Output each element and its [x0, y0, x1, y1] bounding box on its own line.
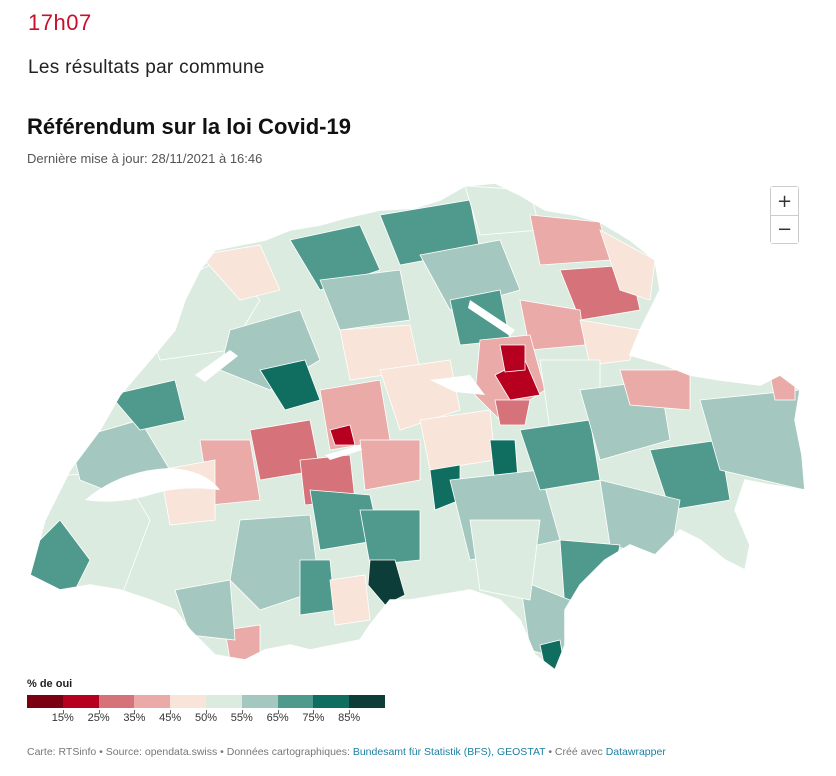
legend-swatch: [62, 695, 99, 708]
legend-tick-mark: [206, 710, 207, 714]
legend-swatch: [98, 695, 135, 708]
country-outline: [29, 182, 806, 672]
region[interactable]: [419, 409, 496, 471]
region[interactable]: [229, 514, 321, 611]
municipalities-layer: [30, 183, 805, 670]
legend-tick-label: 25%: [87, 712, 110, 724]
legend-swatch: [313, 695, 350, 708]
lake-leman: [85, 468, 220, 502]
footer-prefix: Carte: RTSinfo • Source: opendata.swiss …: [27, 746, 353, 758]
legend-tick-label: 45%: [159, 712, 182, 724]
legend-tick-mark: [98, 710, 100, 714]
region[interactable]: [379, 359, 461, 431]
region[interactable]: [319, 379, 391, 451]
lake-zurich: [468, 300, 515, 336]
legend-tick-mark: [134, 710, 136, 714]
region[interactable]: [649, 439, 731, 511]
region[interactable]: [449, 289, 511, 346]
region[interactable]: [599, 229, 656, 301]
legend-tick-label: 85%: [338, 712, 361, 724]
zoom-in-button[interactable]: +: [771, 187, 798, 215]
legend-swatch: [170, 695, 206, 708]
legend-ticks: 15% 25% 35% 45% 50% 55% 65% 75% 85%: [27, 710, 387, 726]
region[interactable]: [329, 424, 356, 446]
lake-thun: [325, 445, 362, 460]
legend-swatch: [241, 695, 278, 708]
footer-credits: Carte: RTSinfo • Source: opendata.swiss …: [27, 746, 666, 758]
region[interactable]: [579, 319, 641, 366]
time-label: 17h07: [28, 10, 92, 35]
legend-swatch: [134, 695, 171, 708]
zoom-out-button[interactable]: −: [771, 215, 798, 243]
region[interactable]: [699, 389, 805, 491]
legend-swatch: [277, 695, 314, 708]
region[interactable]: [199, 244, 281, 301]
legend-tick-mark: [62, 710, 64, 714]
region[interactable]: [494, 399, 531, 426]
legend-tick-label: 35%: [123, 712, 146, 724]
legend-tick-mark: [277, 710, 279, 714]
legend-tick-label: 15%: [51, 712, 74, 724]
region[interactable]: [469, 519, 541, 601]
region[interactable]: [529, 214, 611, 266]
region[interactable]: [329, 574, 371, 626]
legend-tick-mark: [170, 710, 172, 714]
region[interactable]: [619, 369, 691, 411]
legend-tick-label: 55%: [230, 712, 253, 724]
legend-swatch: [349, 695, 385, 708]
region[interactable]: [299, 559, 336, 616]
section-heading: Les résultats par commune: [28, 57, 265, 78]
footer-link-datawrapper[interactable]: Datawrapper: [605, 746, 666, 758]
lake-neuchatel: [195, 350, 238, 382]
chart-title: Référendum sur la loi Covid-19: [27, 114, 351, 139]
legend-tick-mark: [241, 710, 243, 714]
lake-lucerne: [430, 375, 485, 395]
region[interactable]: [289, 224, 381, 291]
region[interactable]: [259, 359, 321, 411]
chart-subtitle: Dernière mise à jour: 28/11/2021 à 16:46: [27, 151, 263, 166]
switzerland-municipality-map[interactable]: [0, 170, 836, 680]
region[interactable]: [359, 439, 421, 491]
legend-tick-label: 65%: [266, 712, 289, 724]
region[interactable]: [499, 344, 526, 373]
legend-title: % de oui: [27, 678, 73, 690]
legend-swatch: [27, 695, 63, 708]
legend-swatch: [205, 695, 242, 708]
legend-tick-label: 50%: [194, 712, 218, 724]
region[interactable]: [519, 299, 586, 351]
region[interactable]: [319, 269, 411, 331]
footer-link-bfs[interactable]: Bundesamt für Statistik (BFS), GEOSTAT: [352, 746, 546, 758]
zoom-controls: + −: [770, 186, 799, 244]
footer-middle: • Créé avec: [545, 746, 606, 758]
region[interactable]: [359, 509, 421, 566]
legend-tick-mark: [313, 710, 315, 714]
legend-tick-label: 75%: [302, 712, 325, 724]
legend-color-scale: [27, 695, 385, 708]
region[interactable]: [174, 579, 236, 641]
legend-tick-mark: [349, 710, 351, 714]
region[interactable]: [109, 379, 186, 431]
